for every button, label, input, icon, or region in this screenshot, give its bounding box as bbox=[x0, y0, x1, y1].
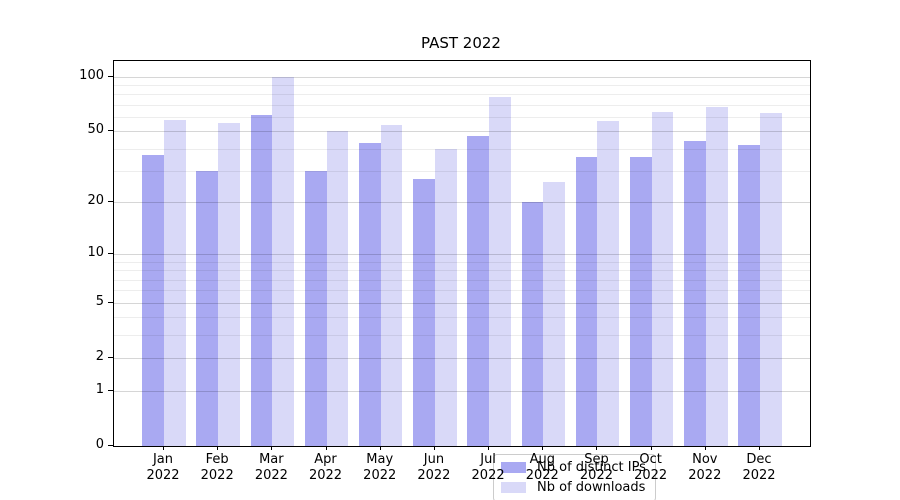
x-tick-mark bbox=[542, 446, 544, 450]
bar-downloads bbox=[651, 112, 674, 446]
gridline-major bbox=[114, 76, 810, 78]
x-tick-mark bbox=[650, 446, 652, 450]
y-tick-mark bbox=[108, 130, 113, 132]
bar-downloads bbox=[434, 148, 457, 446]
gridline-minor bbox=[114, 317, 810, 319]
bar-distinct-ips bbox=[629, 157, 652, 446]
x-tick-mark bbox=[325, 446, 327, 450]
x-tick-mark bbox=[379, 446, 381, 450]
bar-distinct-ips bbox=[359, 143, 381, 446]
y-tick-mark bbox=[108, 389, 113, 391]
x-tick-label: Jul 2022 bbox=[471, 452, 505, 483]
bar-distinct-ips bbox=[575, 157, 598, 446]
x-tick-mark bbox=[433, 446, 435, 450]
bar-distinct-ips bbox=[196, 171, 219, 446]
x-tick-label: Nov 2022 bbox=[688, 452, 722, 483]
bar-distinct-ips bbox=[413, 179, 435, 446]
x-tick-mark bbox=[217, 446, 219, 450]
x-tick-label: May 2022 bbox=[363, 452, 397, 483]
y-tick-mark bbox=[108, 445, 113, 446]
bar-downloads bbox=[489, 97, 511, 446]
x-tick-label: Mar 2022 bbox=[254, 452, 288, 483]
bar-downloads bbox=[705, 107, 728, 446]
y-tick-label: 1 bbox=[95, 381, 104, 397]
y-tick-mark bbox=[108, 357, 113, 359]
x-tick-mark bbox=[596, 446, 598, 450]
gridline-minor bbox=[114, 148, 810, 150]
gridline-minor bbox=[114, 171, 810, 173]
gridline-major bbox=[114, 358, 810, 360]
y-tick-label: 100 bbox=[79, 67, 104, 83]
gridline-minor bbox=[114, 85, 810, 87]
x-tick-label: Jun 2022 bbox=[417, 452, 451, 483]
legend-label: Nb of distinct IPs bbox=[537, 460, 646, 475]
legend-label: Nb of downloads bbox=[537, 480, 646, 495]
legend-item: Nb of downloads bbox=[501, 479, 646, 496]
bar-downloads bbox=[380, 125, 403, 446]
gridline-minor bbox=[114, 117, 810, 119]
y-tick-label: 0 bbox=[95, 437, 104, 452]
bar-distinct-ips bbox=[467, 136, 490, 446]
bar-downloads bbox=[760, 113, 782, 446]
x-tick-mark bbox=[163, 446, 164, 450]
y-tick-label: 50 bbox=[87, 122, 104, 138]
x-tick-label: Feb 2022 bbox=[200, 452, 234, 483]
y-tick-mark bbox=[108, 75, 113, 77]
chart-title: PAST 2022 bbox=[421, 34, 501, 52]
gridline-major bbox=[114, 202, 810, 204]
y-tick-label: 5 bbox=[95, 293, 104, 309]
x-tick-label: Sep 2022 bbox=[579, 452, 613, 483]
bar-distinct-ips bbox=[142, 154, 164, 446]
x-tick-mark bbox=[704, 446, 706, 450]
bar-distinct-ips bbox=[304, 171, 327, 446]
legend-item: Nb of distinct IPs bbox=[501, 459, 646, 476]
bar-distinct-ips bbox=[521, 202, 544, 446]
gridline-minor bbox=[114, 104, 810, 106]
gridline-minor bbox=[114, 279, 810, 281]
y-tick-label: 20 bbox=[87, 193, 104, 209]
bar-downloads bbox=[272, 76, 295, 446]
gridline-minor bbox=[114, 261, 810, 263]
gridline-major bbox=[114, 254, 810, 256]
y-tick-mark bbox=[108, 253, 113, 255]
x-tick-label: Dec 2022 bbox=[742, 452, 776, 483]
x-tick-mark bbox=[759, 446, 760, 450]
gridline-major bbox=[114, 390, 810, 392]
y-tick-mark bbox=[108, 301, 113, 303]
gridline-minor bbox=[114, 290, 810, 292]
gridline-major bbox=[114, 131, 810, 133]
x-tick-label: Jan 2022 bbox=[146, 452, 180, 483]
x-tick-label: Oct 2022 bbox=[634, 452, 668, 483]
legend-swatch-icon bbox=[501, 462, 526, 473]
x-tick-mark bbox=[271, 446, 273, 450]
bar-distinct-ips bbox=[684, 141, 706, 446]
plot-area: Nb of distinct IPs Nb of downloads bbox=[113, 60, 811, 500]
legend: Nb of distinct IPs Nb of downloads bbox=[493, 454, 656, 500]
y-tick-mark bbox=[108, 201, 113, 203]
bar-distinct-ips bbox=[250, 114, 273, 446]
bar-downloads bbox=[543, 182, 565, 446]
bar-downloads bbox=[218, 122, 240, 446]
gridline-major bbox=[114, 302, 810, 304]
gridline-minor bbox=[114, 270, 810, 272]
y-tick-label: 2 bbox=[95, 349, 104, 365]
bar-downloads bbox=[164, 119, 186, 446]
y-tick-label: 10 bbox=[87, 245, 104, 261]
bar-downloads bbox=[326, 131, 349, 446]
legend-swatch-icon bbox=[501, 482, 526, 493]
bar-downloads bbox=[597, 121, 620, 446]
gridline-minor bbox=[114, 94, 810, 96]
bar-distinct-ips bbox=[738, 145, 760, 446]
x-tick-mark bbox=[488, 446, 490, 450]
x-tick-label: Apr 2022 bbox=[308, 452, 343, 483]
gridline-minor bbox=[114, 335, 810, 337]
x-tick-label: Aug 2022 bbox=[525, 452, 559, 483]
